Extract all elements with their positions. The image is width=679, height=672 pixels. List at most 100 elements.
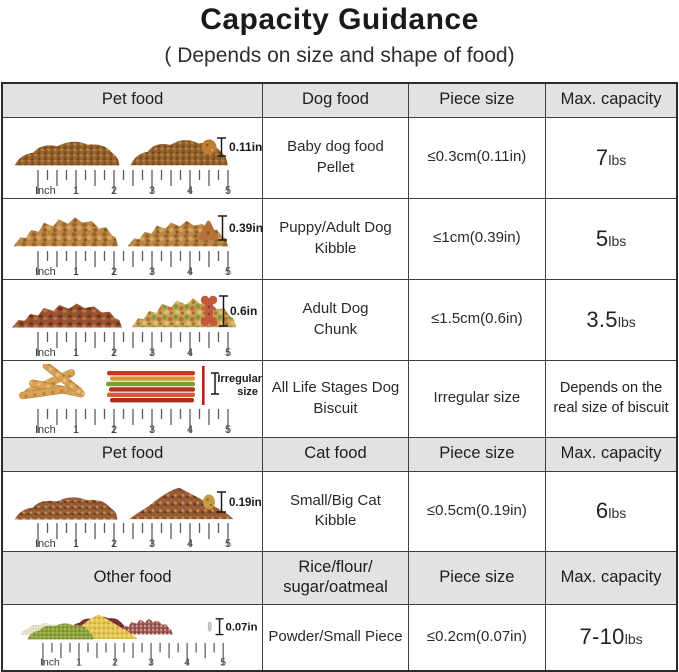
- piece-size-value: ≤1.5cm(0.6in): [407, 278, 547, 361]
- tiny-grain-sample-icon: [207, 621, 212, 632]
- piece-size-value: Irregular size: [407, 359, 547, 438]
- inch-ruler: Inch 1 2 3 4 5: [35, 249, 231, 277]
- piece-size-value: ≤0.5cm(0.19in): [407, 470, 547, 552]
- biscuit-sticks-icon: [18, 363, 85, 399]
- pellet-sample-icon: [201, 139, 217, 154]
- photo-cell-pellet: 0.11in Inch 1 2 3 4 5: [1, 116, 264, 199]
- svg-text:3: 3: [148, 658, 154, 668]
- svg-text:3: 3: [149, 424, 155, 435]
- food-name: Powder/Small Piece: [262, 603, 409, 671]
- capacity-value: Depends on the real size of biscuit: [545, 359, 678, 438]
- capacity-value: 3.5lbs: [545, 278, 678, 361]
- page-subtitle: ( Depends on size and shape of food): [164, 44, 515, 67]
- food-name: Adult Dog Chunk: [262, 278, 409, 361]
- size-note-label: 0.11in: [229, 140, 262, 154]
- header-max-capacity: Max. capacity: [545, 82, 678, 118]
- svg-text:1: 1: [73, 538, 79, 549]
- size-note-label: 0.39in: [229, 221, 263, 235]
- table-header-dog: Pet food Dog food Piece size Max. capaci…: [1, 82, 678, 118]
- svg-text:Inch: Inch: [35, 538, 56, 549]
- size-note-label: Irregular: [217, 373, 262, 385]
- strip-treats-icon: [106, 370, 195, 402]
- header-piece-size: Piece size: [407, 82, 547, 118]
- chunk-piles-image: 0.6in: [11, 294, 257, 327]
- size-note-label: 0.6in: [230, 304, 257, 318]
- inch-ruler: Inch 1 2 3 4 5: [40, 641, 226, 668]
- table-row-pellet: 0.11in Inch 1 2 3 4 5 Baby dog food Pellet ≤0.…: [1, 116, 678, 199]
- kibble-sample-icon: [198, 220, 219, 240]
- measure-bracket-icon: [219, 294, 228, 327]
- header-piece-size: Piece size: [407, 550, 547, 605]
- svg-text:5: 5: [225, 538, 231, 549]
- header-other-food: Other food: [1, 550, 264, 605]
- table-header-other: Other food Rice/flour/sugar/oatmeal Piec…: [1, 550, 678, 605]
- kibble-piles-image: 0.39in: [13, 214, 263, 246]
- table-row-chunk: 0.6in Inch 1 2 3 4 5 Adult Dog Chunk ≤1.5cm(0.…: [1, 278, 678, 361]
- svg-text:4: 4: [187, 424, 193, 435]
- svg-text:4: 4: [187, 185, 193, 196]
- capacity-value: 6lbs: [545, 470, 678, 552]
- food-name: Small/Big Cat Kibble: [262, 470, 409, 552]
- svg-text:2: 2: [111, 424, 117, 435]
- grain-piles-image: 0.07in: [20, 614, 258, 639]
- svg-text:5: 5: [225, 424, 231, 435]
- svg-text:1: 1: [73, 347, 79, 358]
- food-name: All Life Stages Dog Biscuit: [262, 359, 409, 438]
- svg-text:Inch: Inch: [35, 424, 56, 435]
- capacity-value: 7lbs: [545, 116, 678, 199]
- cat-kibble-piles-image: 0.19in: [14, 487, 262, 519]
- svg-text:3: 3: [149, 347, 155, 358]
- biscuit-image: Irregular size: [18, 363, 263, 405]
- svg-text:2: 2: [111, 185, 117, 196]
- piece-size-value: ≤1cm(0.39in): [407, 197, 547, 280]
- photo-cell-biscuit: Irregular size Inch 1 2 3 4 5: [1, 359, 264, 438]
- inch-ruler: Inch 1 2 3 4 5: [35, 330, 231, 358]
- svg-text:Inch: Inch: [40, 658, 60, 668]
- cat-kibble-sample-icon: [203, 494, 215, 509]
- svg-text:2: 2: [112, 658, 118, 668]
- svg-text:1: 1: [76, 658, 82, 668]
- food-name: Baby dog food Pellet: [262, 116, 409, 199]
- header-dog-food: Dog food: [262, 82, 409, 118]
- capacity-value: 5lbs: [545, 197, 678, 280]
- table-header-cat: Pet food Cat food Piece size Max. capaci…: [1, 436, 678, 472]
- bone-sample-icon: [200, 295, 218, 326]
- svg-text:Inch: Inch: [35, 347, 56, 358]
- svg-text:2: 2: [111, 347, 117, 358]
- svg-text:1: 1: [73, 266, 79, 277]
- pellet-piles-image: 0.11in: [14, 136, 262, 165]
- svg-text:2: 2: [111, 538, 117, 549]
- svg-text:2: 2: [111, 266, 117, 277]
- size-note-label: 0.07in: [225, 621, 257, 633]
- measure-bracket-icon: [215, 617, 224, 635]
- photo-cell-cat-kibble: 0.19in Inch 1 2 3 4 5: [1, 470, 264, 552]
- table-row-powder: 0.07in Inch 1 2 3 4 5 Powder/Small Piece ≤0.2…: [1, 603, 678, 671]
- measure-bracket-icon: [217, 136, 226, 157]
- size-note-label: 0.19in: [229, 497, 262, 509]
- svg-text:1: 1: [73, 424, 79, 435]
- piece-size-value: ≤0.2cm(0.07in): [407, 603, 547, 671]
- svg-text:4: 4: [184, 658, 190, 668]
- header-rice-flour: Rice/flour/sugar/oatmeal: [262, 550, 409, 605]
- svg-text:3: 3: [149, 266, 155, 277]
- svg-text:3: 3: [149, 538, 155, 549]
- svg-text:4: 4: [187, 266, 193, 277]
- piece-size-value: ≤0.3cm(0.11in): [407, 116, 547, 199]
- inch-ruler: Inch 1 2 3 4 5: [35, 521, 231, 549]
- food-name: Puppy/Adult Dog Kibble: [262, 197, 409, 280]
- svg-text:4: 4: [187, 538, 193, 549]
- svg-text:4: 4: [187, 347, 193, 358]
- svg-text:1: 1: [73, 185, 79, 196]
- svg-text:Inch: Inch: [35, 185, 56, 196]
- header-max-capacity: Max. capacity: [545, 550, 678, 605]
- photo-cell-chunk: 0.6in Inch 1 2 3 4 5: [1, 278, 264, 361]
- header-piece-size: Piece size: [407, 436, 547, 472]
- svg-text:5: 5: [225, 347, 231, 358]
- measure-bracket-icon: [211, 371, 219, 395]
- svg-text:5: 5: [225, 266, 231, 277]
- svg-text:Inch: Inch: [35, 266, 56, 277]
- svg-text:3: 3: [149, 185, 155, 196]
- header-cat-food: Cat food: [262, 436, 409, 472]
- capacity-value: 7-10lbs: [545, 603, 678, 671]
